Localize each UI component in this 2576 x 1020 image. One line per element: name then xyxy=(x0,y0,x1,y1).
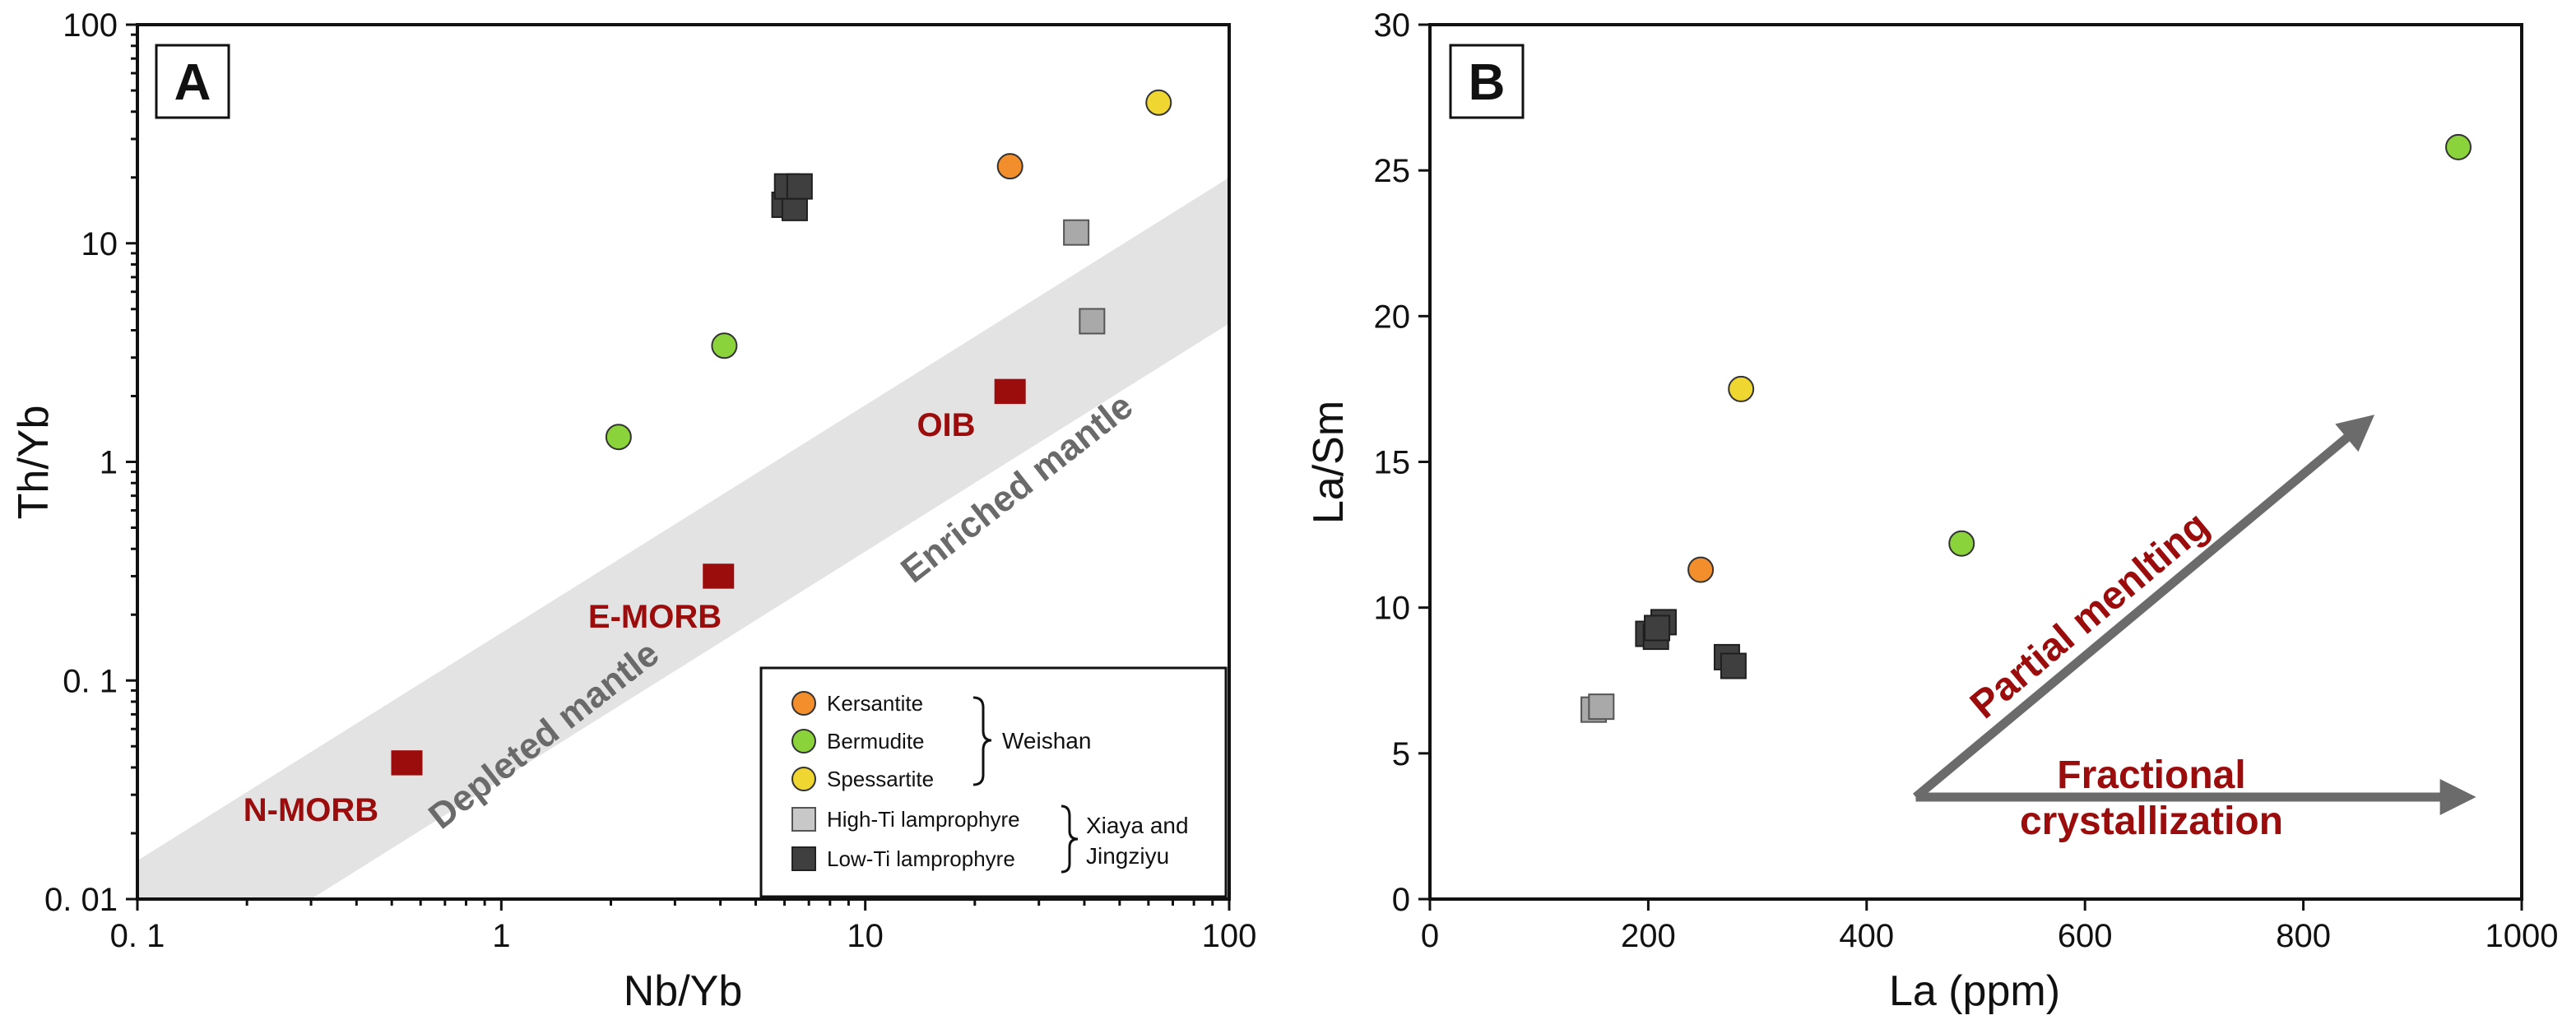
x-axis-title-a: Nb/Yb xyxy=(624,967,743,1015)
reference-marker-e-morb xyxy=(703,563,735,589)
x-tick-label-b: 800 xyxy=(2276,918,2331,954)
brace-xiaya xyxy=(1061,804,1079,874)
x-tick-label-a: 0. 1 xyxy=(110,918,165,954)
trend-label-crystallization: crystallization xyxy=(2020,800,2283,843)
group-label-jingziyu: Jingziyu xyxy=(1086,843,1169,869)
x-tick-label-b: 200 xyxy=(1621,918,1676,954)
y-tick-label-b: 20 xyxy=(1374,299,1411,335)
partial-melting-arrow xyxy=(1912,415,2375,801)
legend-kersantite-label: Kersantite xyxy=(827,691,923,716)
y-axis-title-a: Th/Yb xyxy=(10,406,58,520)
y-tick-label-a: 0. 1 xyxy=(63,663,118,699)
y-tick-label-b: 15 xyxy=(1374,445,1411,481)
legend: Kersantite Bermudite Spessartite High-Ti… xyxy=(759,666,1228,898)
data-points-a xyxy=(605,89,1172,451)
legend-low-ti-marker xyxy=(791,846,816,871)
panel-b: 0 200 400 600 800 1000 0 5 10 15 20 25 30 B La (ppm)… xyxy=(1305,7,2558,1015)
point-low-ti-lamprophyre-a xyxy=(786,173,813,200)
reference-marker-oib xyxy=(994,378,1026,405)
x-axis-title-b: La (ppm) xyxy=(1889,967,2060,1015)
y-tick-label-b: 10 xyxy=(1374,591,1411,627)
trend-label-fractional: Fractional xyxy=(2057,753,2245,797)
mantle-array-band xyxy=(137,177,1229,900)
data-points-b xyxy=(1580,133,2472,723)
point-kersantite-b xyxy=(1687,556,1715,583)
legend-bermudite-marker xyxy=(791,729,816,753)
group-label-weishan: Weishan xyxy=(1002,728,1091,753)
ref-label-n-morb: N-MORB xyxy=(244,792,378,828)
point-high-ti-lamprophyre-a xyxy=(1079,308,1106,335)
trend-label-partial-melting: Partial menlting xyxy=(1962,503,2217,727)
legend-low-ti-label: Low-Ti lamprophyre xyxy=(827,846,1015,871)
y-tick-label-b: 5 xyxy=(1392,736,1410,772)
point-high-ti-lamprophyre-a xyxy=(1063,219,1090,246)
panel-b-badge: B xyxy=(1449,44,1525,119)
x-tick-label-a: 10 xyxy=(847,918,884,954)
panel-a-badge: A xyxy=(155,44,230,119)
y-tick-label-b: 0 xyxy=(1392,882,1410,918)
y-tick-label-b: 25 xyxy=(1374,153,1411,189)
legend-spessartite-label: Spessartite xyxy=(827,767,934,791)
y-tick-label-a: 10 xyxy=(81,226,118,262)
group-label-xiaya: Xiaya and xyxy=(1086,813,1189,838)
reference-points-a xyxy=(391,378,1026,776)
x-tick-label-b: 0 xyxy=(1421,918,1439,954)
panel-b-letter: B xyxy=(1469,54,1506,111)
ref-label-oib: OIB xyxy=(917,407,975,443)
point-spessartite-a xyxy=(1145,89,1172,116)
y-tick-label-b: 30 xyxy=(1374,7,1411,44)
point-high-ti-lamprophyre-b xyxy=(1588,693,1615,721)
point-bermudite-b xyxy=(2445,133,2472,160)
point-spessartite-b xyxy=(1728,375,1755,402)
point-low-ti-lamprophyre-b xyxy=(1644,614,1671,642)
point-bermudite-a xyxy=(711,332,738,359)
ref-label-e-morb: E-MORB xyxy=(588,599,722,635)
y-tick-label-a: 100 xyxy=(63,7,118,44)
point-bermudite-a xyxy=(605,424,632,451)
point-kersantite-a xyxy=(996,153,1023,180)
point-low-ti-lamprophyre-b xyxy=(1720,652,1747,679)
x-tick-label-b: 600 xyxy=(2058,918,2113,954)
x-tick-label-a: 100 xyxy=(1202,918,1257,954)
x-tick-label-b: 1000 xyxy=(2485,918,2559,954)
ticks-b: 0 200 400 600 800 1000 0 5 10 15 20 25 30 xyxy=(1374,7,2559,954)
point-bermudite-b xyxy=(1948,530,1975,557)
y-tick-label-a: 1 xyxy=(100,445,118,481)
x-tick-label-a: 1 xyxy=(492,918,510,954)
panel-a-letter: A xyxy=(174,54,211,111)
legend-spessartite-marker xyxy=(791,767,816,791)
reference-marker-n-morb xyxy=(391,750,423,776)
y-tick-label-a: 0. 01 xyxy=(44,882,118,918)
legend-kersantite-marker xyxy=(791,691,816,716)
legend-bermudite-label: Bermudite xyxy=(827,729,925,753)
x-tick-label-b: 400 xyxy=(1839,918,1894,954)
panel-b-frame xyxy=(1428,23,2523,901)
legend-high-ti-label: High-Ti lamprophyre xyxy=(827,807,1020,832)
legend-high-ti-marker xyxy=(791,807,816,832)
y-axis-title-b: La/Sm xyxy=(1305,401,1353,524)
brace-weishan xyxy=(972,696,992,786)
